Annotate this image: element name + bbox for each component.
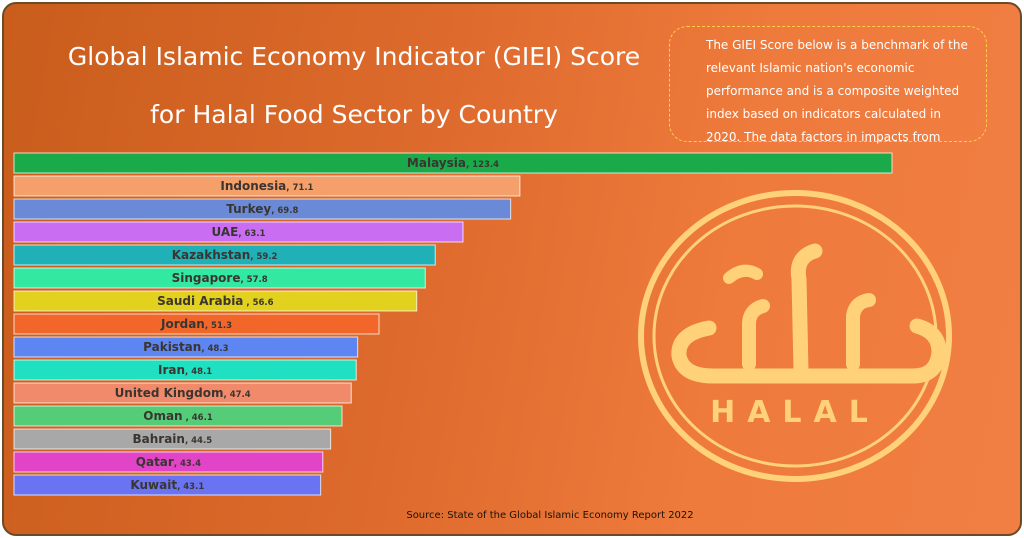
value-label: , 47.4: [224, 390, 251, 400]
bar: [13, 428, 332, 450]
value-label: , 63.1: [238, 229, 265, 239]
bar-group: Pakistan, 48.3: [13, 336, 359, 358]
bar-label: Saudi Arabia , 56.6: [157, 294, 273, 308]
bar-group: Indonesia, 71.1: [13, 175, 521, 197]
bar-label: United Kingdom, 47.4: [115, 386, 251, 400]
value-label: , 44.5: [185, 436, 212, 446]
halal-logo-text: HALAL: [710, 395, 880, 430]
category-label: Singapore: [172, 271, 241, 285]
bar: [13, 359, 357, 381]
bar-label: Bahrain, 44.5: [132, 432, 212, 446]
bar: [13, 267, 426, 289]
bar: [13, 175, 521, 197]
value-label: , 43.1: [177, 482, 204, 492]
halal-logo: HALAL: [638, 190, 952, 482]
category-label: Bahrain: [132, 432, 184, 446]
value-label: , 43.4: [174, 459, 201, 469]
bar-group: Kazakhstan, 59.2: [13, 244, 436, 266]
bar: [13, 221, 464, 243]
bar-label: Iran, 48.1: [158, 363, 212, 377]
category-label: Qatar: [136, 455, 174, 469]
category-label: United Kingdom: [115, 386, 224, 400]
bar: [13, 290, 418, 312]
category-label: Kuwait: [130, 478, 177, 492]
bar-group: United Kingdom, 47.4: [13, 382, 352, 404]
category-label: Turkey: [226, 202, 271, 216]
category-label: Pakistan: [143, 340, 201, 354]
bar: [13, 152, 893, 174]
bar: [13, 336, 359, 358]
bar-label: Indonesia, 71.1: [220, 179, 313, 193]
category-label: Oman: [143, 409, 182, 423]
title-line-2: for Halal Food Sector by Country: [150, 100, 558, 129]
bar-group: Qatar, 43.4: [13, 451, 324, 473]
bar-group: Iran, 48.1: [13, 359, 357, 381]
source-note: Source: State of the Global Islamic Econ…: [406, 510, 694, 521]
category-label: Jordan: [160, 317, 205, 331]
bar-label: Jordan, 51.3: [160, 317, 232, 331]
chart-title: Global Islamic Economy Indicator (GIEI) …: [44, 28, 664, 144]
bar: [13, 313, 380, 335]
bar-group: Bahrain, 44.5: [13, 428, 332, 450]
bar-label: Malaysia, 123.4: [407, 156, 499, 170]
bar: [13, 451, 324, 473]
bar-group: UAE, 63.1: [13, 221, 464, 243]
bar-label: Kuwait, 43.1: [130, 478, 204, 492]
bar-label: Pakistan, 48.3: [143, 340, 228, 354]
value-label: , 48.1: [185, 367, 212, 377]
category-label: Iran: [158, 363, 185, 377]
title-line-1: Global Islamic Economy Indicator (GIEI) …: [67, 42, 641, 71]
bar-group: Jordan, 51.3: [13, 313, 380, 335]
value-label: , 56.6: [243, 298, 273, 308]
bar: [13, 244, 436, 266]
bar: [13, 474, 322, 496]
bar-label: Qatar, 43.4: [136, 455, 201, 469]
value-label: , 123.4: [466, 160, 499, 170]
value-label: , 57.8: [240, 275, 267, 285]
category-label: Saudi Arabia: [157, 294, 243, 308]
halal-emblem-icon: [638, 190, 952, 482]
bar-label: UAE, 63.1: [211, 225, 265, 239]
category-label: UAE: [211, 225, 238, 239]
bar: [13, 198, 512, 220]
value-label: , 71.1: [286, 183, 313, 193]
bar-label: Singapore, 57.8: [172, 271, 268, 285]
bar-label: Turkey, 69.8: [226, 202, 298, 216]
bar-group: Kuwait, 43.1: [13, 474, 322, 496]
category-label: Malaysia: [407, 156, 466, 170]
value-label: , 48.3: [201, 344, 228, 354]
bar-group: Saudi Arabia , 56.6: [13, 290, 418, 312]
bar-group: Singapore, 57.8: [13, 267, 426, 289]
bar-group: Oman , 46.1: [13, 405, 343, 427]
value-label: , 51.3: [205, 321, 232, 331]
value-label: , 59.2: [250, 252, 277, 262]
category-label: Kazakhstan: [172, 248, 251, 262]
bar: [13, 405, 343, 427]
bar-label: Oman , 46.1: [143, 409, 213, 423]
value-label: , 69.8: [271, 206, 298, 216]
bar-group: Turkey, 69.8: [13, 198, 512, 220]
bar-chart: Malaysia, 123.4 Indonesia, 71.1 Turkey, 69…: [13, 152, 893, 496]
bar-label: Kazakhstan, 59.2: [172, 248, 278, 262]
value-label: , 46.1: [183, 413, 213, 423]
category-label: Indonesia: [220, 179, 286, 193]
bar-group: Malaysia, 123.4: [13, 152, 893, 174]
bar: [13, 382, 352, 404]
note-box: The GIEI Score below is a benchmark of t…: [669, 26, 987, 167]
